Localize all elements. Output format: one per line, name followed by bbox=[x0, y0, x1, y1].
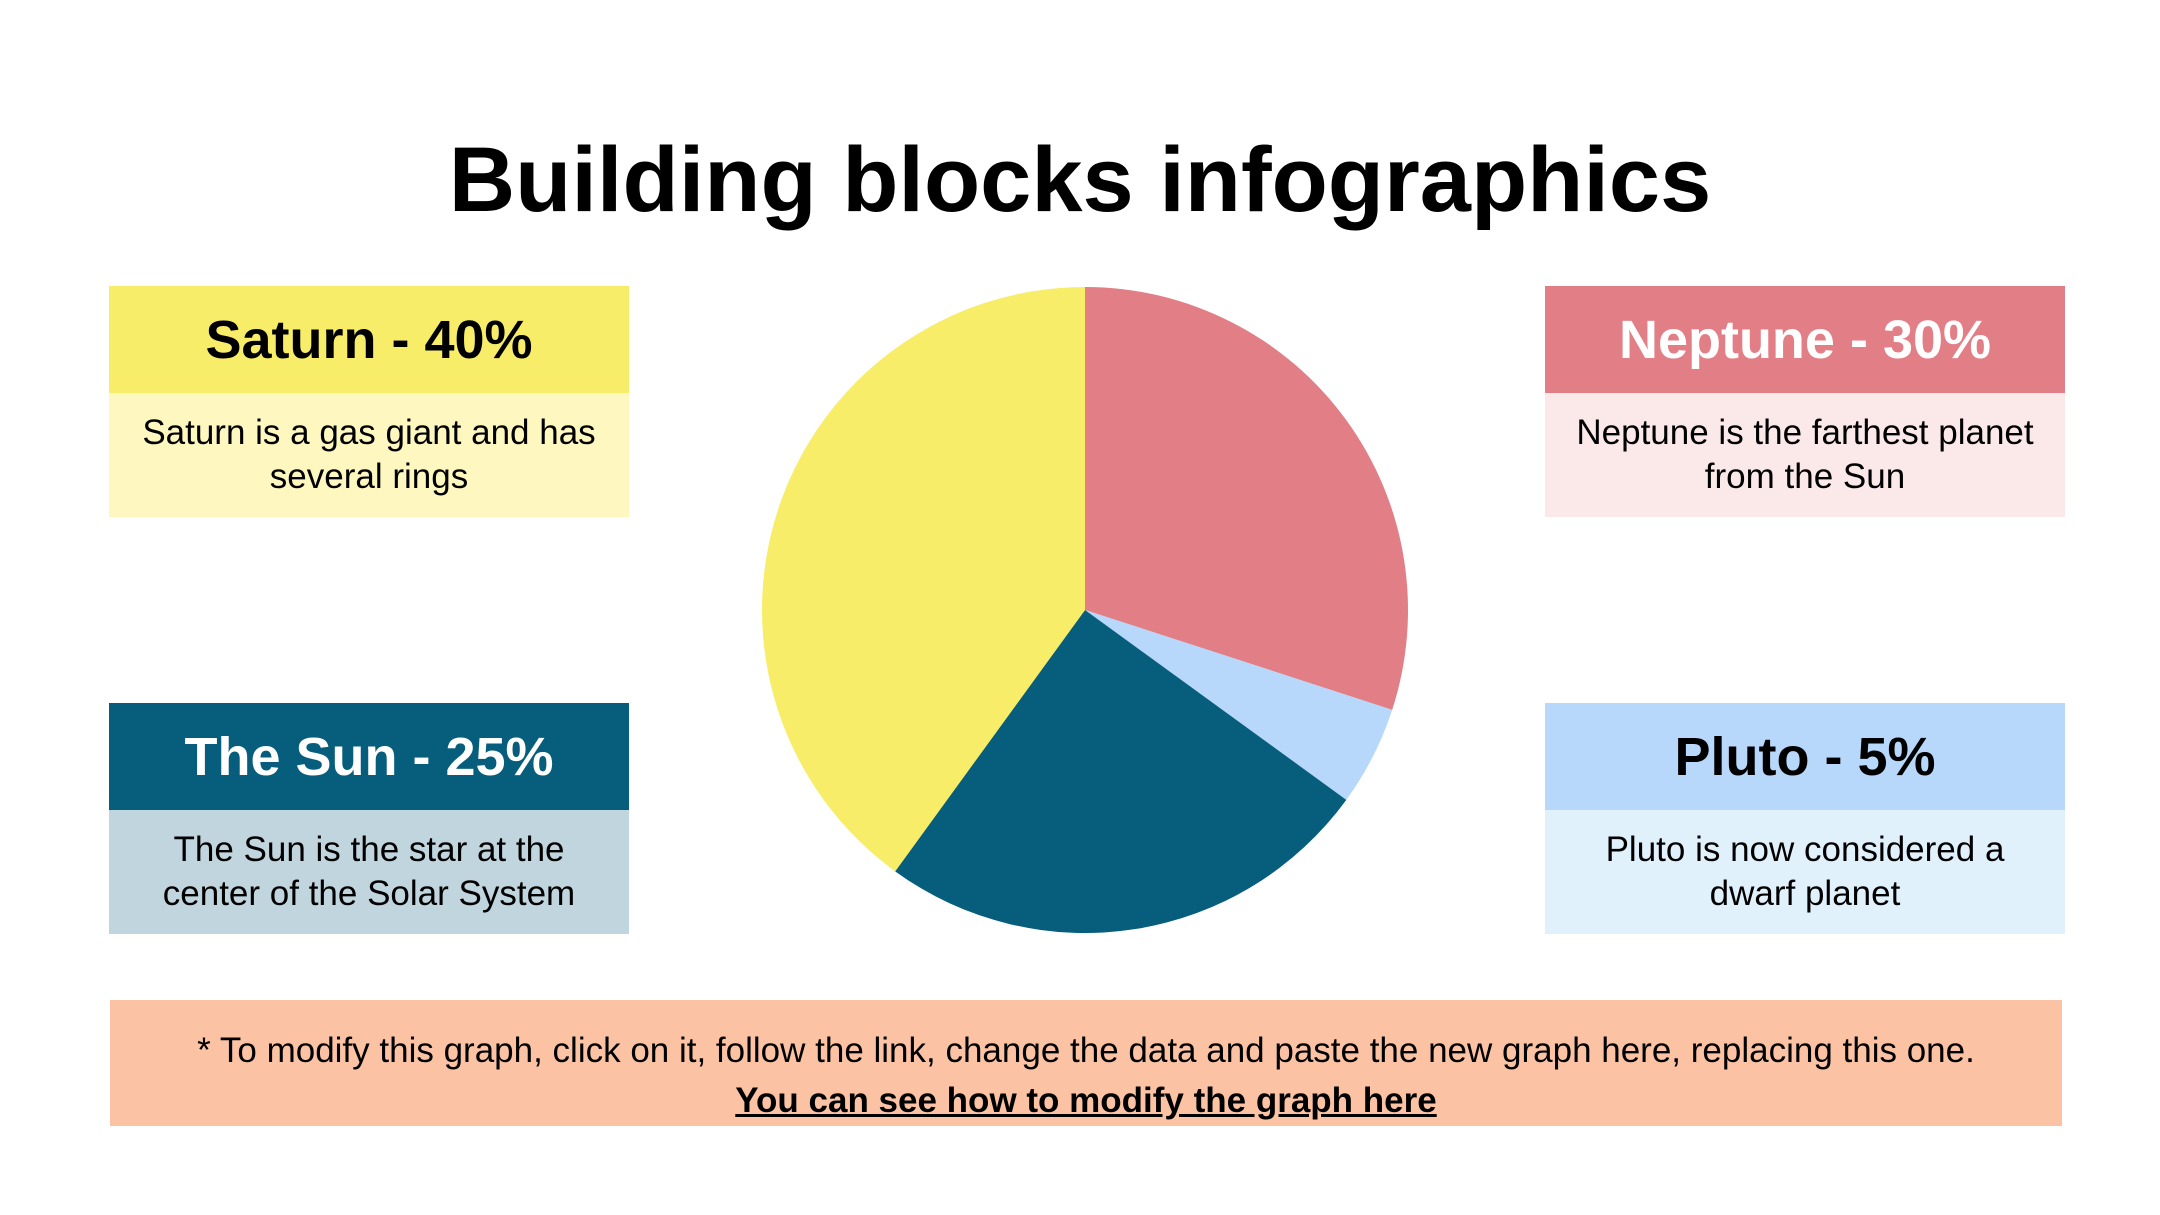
card-sun: The Sun - 25% The Sun is the star at the… bbox=[109, 703, 629, 934]
card-saturn-text: Saturn is a gas giant and has several ri… bbox=[109, 393, 629, 517]
card-neptune: Neptune - 30% Neptune is the farthest pl… bbox=[1545, 286, 2065, 517]
card-pluto: Pluto - 5% Pluto is now considered a dwa… bbox=[1545, 703, 2065, 934]
card-sun-heading: The Sun - 25% bbox=[109, 703, 629, 810]
pie-chart[interactable] bbox=[760, 285, 1410, 935]
modify-graph-link[interactable]: You can see how to modify the graph here bbox=[735, 1081, 1437, 1120]
pie-chart-svg[interactable] bbox=[760, 285, 1410, 935]
pie-slice-pluto[interactable] bbox=[1085, 610, 1393, 800]
pie-slice-saturn[interactable] bbox=[762, 287, 1085, 872]
card-neptune-heading: Neptune - 30% bbox=[1545, 286, 2065, 393]
note-text: * To modify this graph, click on it, fol… bbox=[197, 1031, 1975, 1070]
card-pluto-heading: Pluto - 5% bbox=[1545, 703, 2065, 810]
card-pluto-text: Pluto is now considered a dwarf planet bbox=[1545, 810, 2065, 934]
card-neptune-text: Neptune is the farthest planet from the … bbox=[1545, 393, 2065, 517]
pie-slice-neptune[interactable] bbox=[1085, 287, 1408, 710]
card-sun-text: The Sun is the star at the center of the… bbox=[109, 810, 629, 934]
page-title: Building blocks infographics bbox=[448, 129, 1712, 231]
note-banner: * To modify this graph, click on it, fol… bbox=[110, 1000, 2062, 1126]
pie-slice-the-sun[interactable] bbox=[895, 610, 1347, 933]
card-saturn-heading: Saturn - 40% bbox=[109, 286, 629, 393]
card-saturn: Saturn - 40% Saturn is a gas giant and h… bbox=[109, 286, 629, 517]
